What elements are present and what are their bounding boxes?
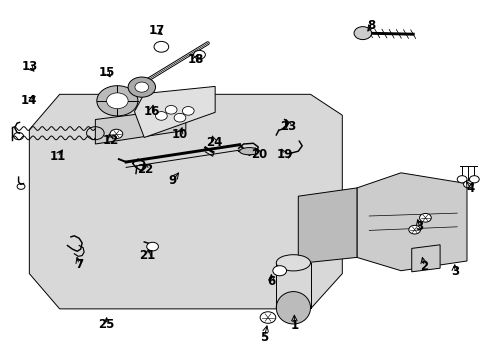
Circle shape — [260, 312, 275, 323]
Text: 6: 6 — [267, 275, 275, 288]
Circle shape — [135, 82, 148, 92]
Circle shape — [174, 113, 185, 122]
Text: 12: 12 — [102, 134, 119, 147]
Circle shape — [97, 86, 138, 116]
Circle shape — [419, 213, 430, 222]
Text: 4: 4 — [466, 183, 474, 195]
Text: 14: 14 — [21, 94, 38, 107]
Text: 9: 9 — [168, 174, 176, 187]
Text: 3: 3 — [415, 220, 423, 233]
Circle shape — [272, 266, 286, 276]
Text: 7: 7 — [75, 258, 83, 271]
Circle shape — [128, 77, 155, 97]
Circle shape — [468, 176, 478, 183]
Text: 17: 17 — [148, 24, 164, 37]
Ellipse shape — [239, 148, 259, 155]
Circle shape — [146, 242, 158, 251]
Text: 20: 20 — [250, 148, 267, 161]
Text: 3: 3 — [450, 265, 458, 278]
Text: 19: 19 — [276, 148, 292, 161]
Text: 16: 16 — [143, 105, 160, 118]
Polygon shape — [356, 173, 466, 271]
Polygon shape — [95, 108, 185, 144]
Circle shape — [463, 181, 472, 188]
Text: 1: 1 — [290, 319, 298, 332]
Text: 21: 21 — [139, 249, 156, 262]
Polygon shape — [298, 188, 356, 264]
Polygon shape — [134, 86, 215, 138]
Circle shape — [353, 27, 371, 40]
Text: 18: 18 — [187, 53, 203, 66]
Circle shape — [106, 93, 128, 109]
Ellipse shape — [276, 255, 310, 271]
Text: 23: 23 — [280, 120, 296, 132]
Circle shape — [154, 41, 168, 52]
Text: 11: 11 — [49, 150, 66, 163]
Text: 10: 10 — [171, 129, 187, 141]
Circle shape — [456, 176, 466, 183]
Circle shape — [182, 107, 194, 115]
Circle shape — [193, 50, 205, 59]
Text: 25: 25 — [98, 318, 115, 331]
Text: 22: 22 — [137, 163, 154, 176]
Text: 24: 24 — [205, 136, 222, 149]
Circle shape — [408, 225, 420, 234]
Ellipse shape — [276, 292, 310, 324]
Text: 15: 15 — [98, 66, 115, 78]
Text: 8: 8 — [367, 19, 375, 32]
Text: 5: 5 — [260, 331, 267, 344]
Circle shape — [155, 112, 167, 120]
Polygon shape — [29, 94, 342, 309]
Circle shape — [165, 105, 177, 114]
Polygon shape — [411, 245, 439, 272]
Text: 13: 13 — [21, 60, 38, 73]
Text: 2: 2 — [420, 260, 427, 273]
Circle shape — [110, 129, 122, 139]
